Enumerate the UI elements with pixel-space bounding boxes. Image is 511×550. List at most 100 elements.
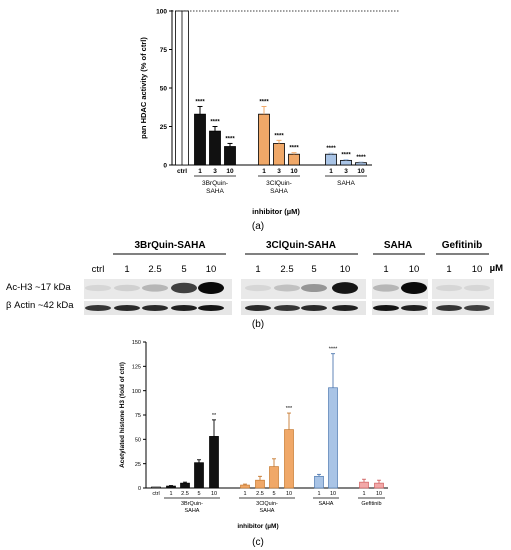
x-tick-label: 5 (272, 491, 275, 497)
band-actin (373, 305, 399, 311)
band-ac-h3 (198, 282, 224, 294)
lane-label: 10 (409, 264, 420, 275)
x-tick-label: 2.5 (181, 491, 189, 497)
bar (314, 475, 324, 489)
y-tick-label: 150 (132, 340, 141, 346)
group-heading: SAHA (384, 240, 412, 251)
x-tick-label: 1 (262, 168, 266, 175)
group-label: SAHA (185, 508, 200, 514)
lane-label: 1 (383, 264, 388, 275)
y-axis-label: Acetylated histone H3 (fold of ctrl) (119, 362, 126, 468)
bar (194, 462, 204, 489)
significance-label: **** (356, 155, 366, 161)
y-tick-label: 0 (163, 163, 167, 170)
y-tick-label: 50 (135, 438, 141, 444)
band-actin (142, 305, 168, 311)
band-ac-h3 (245, 284, 271, 292)
band-ac-h3 (171, 282, 197, 294)
bar (240, 484, 250, 489)
lane-label: ctrl (92, 264, 105, 275)
bar (359, 481, 369, 489)
group-label: SAHA (270, 188, 288, 195)
bar (284, 429, 294, 489)
group-label: 3BrQuin- (202, 180, 228, 187)
x-tick-label: 10 (357, 168, 365, 175)
x-tick-label: 1 (198, 168, 202, 175)
blot-membrane-actin (432, 301, 494, 315)
x-tick-label: 5 (197, 491, 200, 497)
band-actin (198, 305, 224, 311)
significance-label: ** (212, 413, 217, 419)
significance-label: **** (341, 153, 351, 159)
significance-label: **** (195, 99, 205, 105)
band-actin (85, 305, 111, 311)
x-tick-label: 1 (362, 491, 365, 497)
bar (269, 466, 279, 489)
x-tick-label: 10 (211, 491, 217, 497)
y-tick-label: 100 (156, 9, 167, 16)
y-tick-label: 0 (138, 486, 141, 492)
group-label: 3BrQuin- (181, 501, 203, 507)
x-tick-label: 10 (286, 491, 292, 497)
lane-label: 10 (206, 264, 217, 275)
band-actin (464, 305, 490, 311)
panel-c-label: (c) (252, 537, 264, 548)
x-tick-label: ctrl (177, 168, 187, 175)
lane-label: 10 (472, 264, 483, 275)
blot-membrane-actin (372, 301, 428, 315)
panel-b-western-blot: 3BrQuin-SAHA 3ClQuin-SAHA SAHA Gefitinib µM c… (6, 240, 503, 315)
band-actin (114, 305, 140, 311)
x-tick-label: 3 (344, 168, 348, 175)
y-tick-label: 100 (132, 389, 141, 395)
band-ac-h3 (332, 282, 358, 294)
band-ac-h3 (142, 284, 168, 292)
group-label: 3ClQuin- (266, 180, 292, 187)
band-ac-h3 (274, 284, 300, 292)
x-axis-label: inhibitor (µM) (252, 207, 300, 216)
bar (180, 482, 190, 489)
group-label: SAHA (337, 180, 355, 187)
bar (355, 162, 367, 166)
group-label: Gefitinib (361, 501, 381, 507)
band-ac-h3 (301, 283, 327, 293)
x-tick-label: 2.5 (256, 491, 264, 497)
significance-label: *** (286, 406, 293, 412)
band-ac-h3 (464, 284, 490, 292)
bar (224, 146, 236, 166)
bar (209, 436, 219, 489)
group-label: SAHA (206, 188, 224, 195)
x-tick-label: 1 (329, 168, 333, 175)
significance-label: **** (289, 146, 299, 152)
significance-label: **** (210, 120, 220, 126)
x-tick-label: 3 (213, 168, 217, 175)
x-tick-label: 3 (277, 168, 281, 175)
band-ac-h3 (373, 284, 399, 292)
band-ac-h3 (401, 282, 427, 294)
panel-a-chart: 0 25 50 75 100 pan HDAC activity (% of ctrl) c… (139, 9, 400, 216)
lane-label: 1 (124, 264, 129, 275)
bar (273, 143, 285, 166)
bar (288, 153, 300, 166)
row-label-actin: β Actin ~42 kDa (6, 300, 74, 311)
band-ac-h3 (436, 284, 462, 292)
bar (209, 130, 221, 166)
x-tick-label: 1 (169, 491, 172, 497)
lane-label: 5 (181, 264, 186, 275)
panel-b-label: (b) (252, 319, 264, 330)
band-actin (436, 305, 462, 311)
x-tick-label: ctrl (152, 491, 159, 497)
x-tick-label: 10 (290, 168, 298, 175)
bar (194, 113, 206, 166)
band-actin (401, 305, 427, 311)
band-ac-h3 (114, 284, 140, 292)
bar (258, 113, 270, 166)
bar (255, 479, 265, 489)
significance-label: **** (225, 136, 235, 142)
lane-label: 1 (255, 264, 260, 275)
group-heading: 3ClQuin-SAHA (266, 240, 336, 251)
band-ac-h3 (85, 284, 111, 292)
x-tick-label: 10 (376, 491, 382, 497)
lane-label: 1 (446, 264, 451, 275)
bar (151, 486, 161, 489)
